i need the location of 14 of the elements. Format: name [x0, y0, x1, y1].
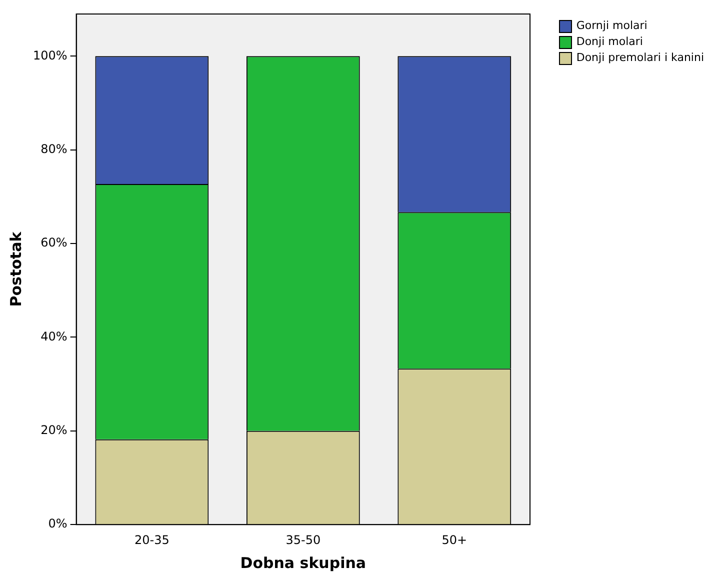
y-tick-label: 20%	[40, 423, 68, 438]
x-axis-title: Dobna skupina	[240, 554, 366, 572]
y-tick-label: 40%	[40, 329, 68, 344]
text: Donji molari	[576, 34, 643, 50]
legend-label: Gornji molari	[576, 18, 648, 34]
y-tick-label: 100%	[32, 48, 68, 62]
x-tick-label: 50+	[442, 532, 468, 547]
x-tick-label: 20-35	[134, 532, 170, 547]
y-tick-label: 80%	[40, 142, 68, 156]
x-tick-label: 35-50	[286, 532, 321, 547]
legend-label: Donji premolari i kanini	[576, 50, 704, 66]
y-axis-title: Postotak	[6, 230, 25, 307]
y-tick-label: 60%	[40, 236, 68, 250]
y-tick-label: 0%	[48, 516, 68, 531]
